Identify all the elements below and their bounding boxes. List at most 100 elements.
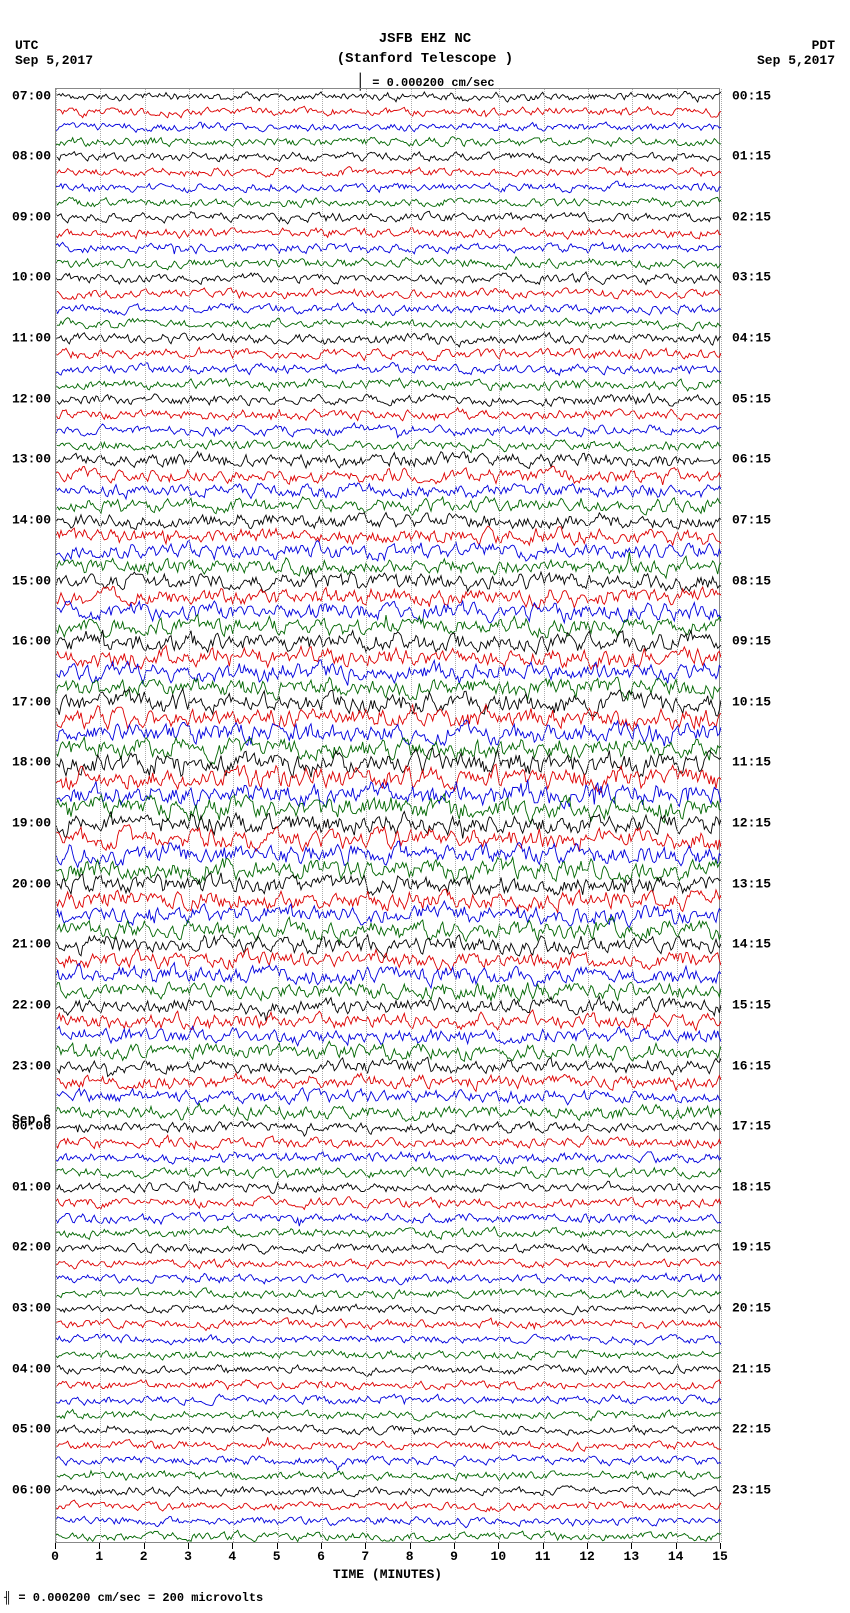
x-tick-label: 10 — [491, 1549, 507, 1564]
grid-line-vertical — [721, 89, 722, 1542]
left-hour-label: 12:00 — [12, 391, 51, 406]
seismic-trace — [56, 1122, 721, 1137]
right-hour-label: 04:15 — [732, 331, 771, 346]
left-hour-label: 10:00 — [12, 270, 51, 285]
seismic-trace — [56, 197, 721, 207]
seismic-trace — [56, 1057, 721, 1076]
left-hour-label: 16:00 — [12, 634, 51, 649]
seismic-trace — [56, 318, 721, 331]
right-hour-label: 08:15 — [732, 573, 771, 588]
seismic-trace — [56, 1380, 721, 1390]
seismic-trace — [56, 1151, 721, 1164]
grid-line-vertical — [544, 89, 545, 1542]
x-tick-label: 7 — [361, 1549, 369, 1564]
right-hour-label: 18:15 — [732, 1179, 771, 1194]
seismic-traces — [56, 89, 721, 1544]
seismic-trace — [56, 466, 721, 485]
seismic-trace — [56, 1425, 721, 1436]
seismic-trace — [56, 257, 721, 270]
left-hour-label: 01:00 — [12, 1179, 51, 1194]
right-hour-label: 02:15 — [732, 209, 771, 224]
left-hour-label: 22:00 — [12, 997, 51, 1012]
seismic-trace — [56, 1486, 721, 1497]
tz-right-label: PDT — [757, 38, 835, 53]
left-hour-label: 13:00 — [12, 452, 51, 467]
left-hour-label: 11:00 — [12, 331, 51, 346]
right-hour-label: 13:15 — [732, 876, 771, 891]
tz-right-date: Sep 5,2017 — [757, 53, 835, 68]
right-time-labels: 00:15 01:15 02:15 03:15 04:15 05:15 06:15 07:15… — [730, 88, 850, 1543]
right-hour-label: 17:15 — [732, 1119, 771, 1134]
seismic-trace — [56, 660, 721, 686]
seismic-trace — [56, 677, 721, 700]
x-tick-label: 1 — [95, 1549, 103, 1564]
seismic-trace — [56, 211, 721, 224]
grid-line-vertical — [189, 89, 190, 1542]
right-hour-label: 01:15 — [732, 149, 771, 164]
seismic-trace — [56, 1516, 721, 1527]
timezone-left: UTC Sep 5,2017 — [15, 38, 93, 68]
left-hour-label: 18:00 — [12, 755, 51, 770]
seismic-trace — [56, 1259, 721, 1269]
seismic-trace — [56, 92, 721, 103]
seismic-trace — [56, 1455, 721, 1471]
grid-line-vertical — [455, 89, 456, 1542]
x-tick-label: 9 — [450, 1549, 458, 1564]
seismic-trace — [56, 483, 721, 499]
seismic-trace — [56, 705, 721, 731]
seismic-trace — [56, 1500, 721, 1512]
seismic-trace — [56, 858, 721, 885]
right-hour-label: 16:15 — [732, 1058, 771, 1073]
seismic-trace — [56, 152, 721, 163]
right-hour-label: 07:15 — [732, 512, 771, 527]
grid-line-vertical — [322, 89, 323, 1542]
seismic-trace — [56, 1073, 721, 1091]
right-hour-label: 05:15 — [732, 391, 771, 406]
x-tick-label: 11 — [535, 1549, 551, 1564]
tz-left-label: UTC — [15, 38, 93, 53]
grid-line-vertical — [233, 89, 234, 1542]
right-hour-label: 09:15 — [732, 634, 771, 649]
tz-left-date: Sep 5,2017 — [15, 53, 93, 68]
seismic-trace — [56, 303, 721, 316]
seismic-trace — [56, 963, 721, 988]
grid-line-vertical — [100, 89, 101, 1542]
right-hour-label: 11:15 — [732, 755, 771, 770]
seismic-trace — [56, 646, 721, 670]
left-hour-label: 05:00 — [12, 1422, 51, 1437]
seismic-trace — [56, 394, 721, 407]
seismic-trace — [56, 137, 721, 147]
seismic-trace — [56, 794, 721, 823]
right-hour-label: 10:15 — [732, 694, 771, 709]
x-tick-label: 6 — [317, 1549, 325, 1564]
seismic-trace — [56, 122, 721, 132]
right-hour-label: 03:15 — [732, 270, 771, 285]
left-hour-label: 07:00 — [12, 88, 51, 103]
seismic-trace — [56, 1288, 721, 1299]
grid-line-vertical — [632, 89, 633, 1542]
grid-line-vertical — [145, 89, 146, 1542]
right-hour-label: 06:15 — [732, 452, 771, 467]
seismic-trace — [56, 439, 721, 453]
right-hour-label: 22:15 — [732, 1422, 771, 1437]
seismic-trace — [56, 997, 721, 1022]
chart-header: JSFB EHZ NC (Stanford Telescope ) │ = 0.… — [0, 0, 850, 91]
x-tick-label: 15 — [712, 1549, 728, 1564]
grid-line-vertical — [366, 89, 367, 1542]
seismic-trace — [56, 1350, 721, 1361]
left-hour-label: 09:00 — [12, 209, 51, 224]
seismic-trace — [56, 452, 721, 469]
right-hour-label: 00:15 — [732, 88, 771, 103]
right-hour-label: 21:15 — [732, 1361, 771, 1376]
left-hour-label: 17:00 — [12, 694, 51, 709]
grid-line-vertical — [588, 89, 589, 1542]
seismic-trace — [56, 378, 721, 391]
seismic-trace — [56, 1365, 721, 1377]
plot-area — [55, 88, 720, 1543]
seismic-trace — [56, 408, 721, 421]
seismic-trace — [56, 288, 721, 300]
left-hour-label: 15:00 — [12, 573, 51, 588]
seismic-trace — [56, 825, 721, 852]
left-hour-label: 14:00 — [12, 512, 51, 527]
seismic-trace — [56, 1304, 721, 1315]
